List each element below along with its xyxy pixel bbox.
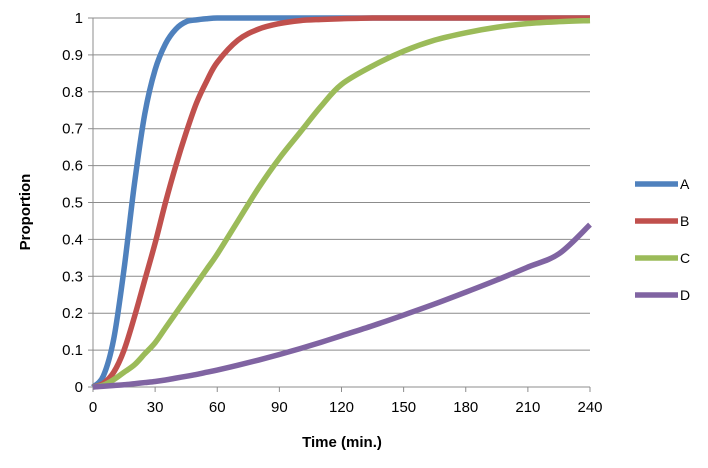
- series-line-c: [92, 17, 591, 390]
- legend-label-c: C: [680, 250, 690, 266]
- y-tick-label: 0.7: [62, 121, 83, 138]
- x-axis-title: Time (min.): [302, 434, 382, 451]
- y-axis-title: Proportion: [17, 174, 34, 251]
- y-tick-label: 0: [75, 379, 83, 396]
- y-tick-label: 0.2: [62, 305, 83, 322]
- y-tick-label: 0.1: [62, 342, 83, 359]
- x-tick-label: 60: [209, 399, 226, 416]
- series-line-b: [92, 15, 590, 390]
- y-tick-label: 0.8: [62, 84, 83, 101]
- legend-label-d: D: [680, 287, 690, 303]
- legend-label-a: A: [680, 176, 690, 192]
- y-tick-label: 0.6: [62, 158, 83, 175]
- y-tick-label: 1: [75, 10, 83, 27]
- x-tick-label: 150: [391, 399, 416, 416]
- y-tick-label: 0.5: [62, 195, 83, 212]
- series-line-d: [92, 222, 592, 390]
- x-tick-label: 240: [577, 399, 602, 416]
- axes: 0 0.1 0.2 0.3 0.4 0.5 0.6 0.7 0.8 0.9 1 0 30 60 90 120 1…: [62, 10, 602, 416]
- x-tick-label: 120: [329, 399, 354, 416]
- y-tick-label: 0.4: [62, 231, 83, 248]
- gridlines: [93, 17, 590, 351]
- x-tick-label: 0: [89, 399, 97, 416]
- y-tick-label: 0.9: [62, 47, 83, 64]
- y-tick-label: 0.3: [62, 268, 83, 285]
- x-tick-label: 90: [271, 399, 288, 416]
- series-lines: [90, 15, 592, 390]
- x-tick-label: 180: [453, 399, 478, 416]
- legend-label-b: B: [680, 213, 689, 229]
- x-tick-label: 30: [147, 399, 164, 416]
- x-tick-label: 210: [515, 399, 540, 416]
- legend: A B C D: [635, 176, 690, 303]
